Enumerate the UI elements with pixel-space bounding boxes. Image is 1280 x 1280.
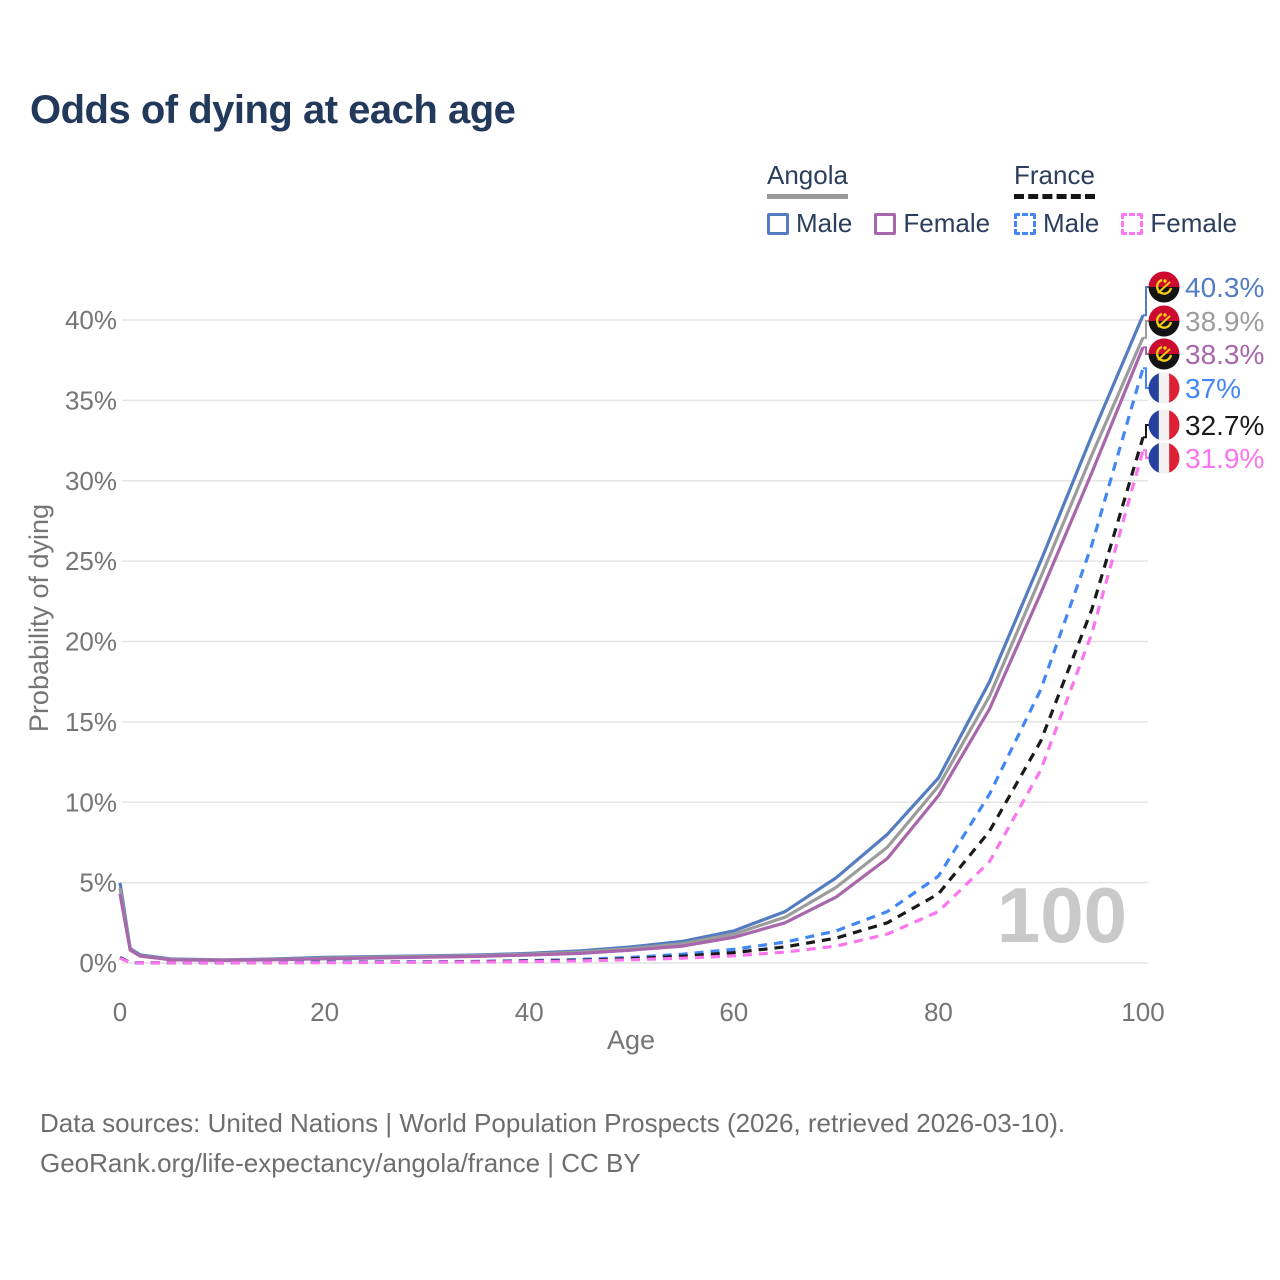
end-value-label: 37% [1185, 373, 1241, 404]
angola-flag-icon [1148, 271, 1180, 303]
x-tick-label: 20 [310, 997, 339, 1027]
footer: Data sources: United Nations | World Pop… [40, 1103, 1065, 1183]
x-axis-label: Age [607, 1025, 655, 1055]
legend-item-angola-female[interactable]: Female [874, 208, 990, 239]
legend-group-angola: Angola Male Female [767, 160, 990, 239]
footer-attribution: GeoRank.org/life-expectancy/angola/franc… [40, 1148, 641, 1178]
end-label-leader [1143, 286, 1150, 317]
angola-flag-icon [1148, 305, 1180, 337]
angola-female-swatch-icon [874, 212, 897, 235]
legend-item-angola-male[interactable]: Male [767, 208, 852, 239]
france-flag-icon [1148, 372, 1180, 404]
end-value-label: 38.9% [1185, 306, 1264, 337]
end-label-leader [1143, 449, 1150, 459]
series-line-angola-both[interactable] [118, 337, 1145, 962]
y-tick-label: 0% [79, 948, 117, 978]
y-tick-label: 10% [65, 787, 117, 817]
x-tick-label: 60 [719, 997, 748, 1027]
legend-items-france: Male Female [1014, 208, 1237, 239]
end-value-label: 32.7% [1185, 410, 1264, 441]
end-value-label: 40.3% [1185, 272, 1264, 303]
legend-label-france-male: Male [1043, 208, 1100, 238]
legend-header-angola[interactable]: Angola [767, 160, 848, 199]
series-line-angola-female[interactable] [118, 346, 1145, 962]
y-tick-label: 35% [65, 385, 117, 415]
x-tick-label: 0 [113, 997, 127, 1027]
y-tick-label: 30% [65, 466, 117, 496]
end-value-label: 31.9% [1185, 443, 1264, 474]
series-line-france-male[interactable] [119, 367, 1145, 965]
end-label-leader [1143, 424, 1150, 439]
x-tick-label: 40 [515, 997, 544, 1027]
end-label-leader [1143, 346, 1150, 355]
france-female-swatch-icon [1121, 212, 1144, 235]
legend-item-france-male[interactable]: Male [1014, 208, 1099, 239]
angola-male-swatch-icon [767, 212, 789, 235]
angola-flag-icon [1148, 338, 1180, 370]
end-label-leader [1143, 320, 1150, 339]
series-line-france-both[interactable] [119, 436, 1145, 965]
france-flag-icon [1148, 409, 1180, 441]
legend-header-france[interactable]: France [1014, 160, 1095, 199]
age-watermark: 100 [997, 871, 1127, 959]
france-male-swatch-icon [1014, 212, 1036, 235]
france-flag-icon [1148, 442, 1180, 474]
x-tick-label: 80 [924, 997, 953, 1027]
y-tick-label: 25% [65, 546, 117, 576]
legend-item-france-female[interactable]: Female [1121, 208, 1237, 239]
chart-title: Odds of dying at each age [30, 88, 516, 132]
series-line-france-female[interactable] [119, 449, 1145, 965]
legend-group-france: France Male Female [1014, 160, 1237, 239]
y-tick-label: 5% [79, 868, 117, 898]
legend-label-france-female: Female [1150, 208, 1238, 238]
y-tick-label: 40% [65, 305, 117, 335]
footer-data-sources: Data sources: United Nations | World Pop… [40, 1108, 1066, 1138]
x-tick-label: 100 [1121, 997, 1164, 1027]
end-value-label: 38.3% [1185, 339, 1264, 370]
legend-items-angola: Male Female [767, 208, 990, 239]
y-tick-label: 15% [65, 707, 117, 737]
legend-label-angola-male: Male [796, 208, 853, 238]
y-axis-label: Probability of dying [24, 504, 54, 732]
legend-label-angola-female: Female [903, 208, 991, 238]
end-label-leader [1143, 367, 1150, 389]
y-tick-label: 20% [65, 627, 117, 657]
